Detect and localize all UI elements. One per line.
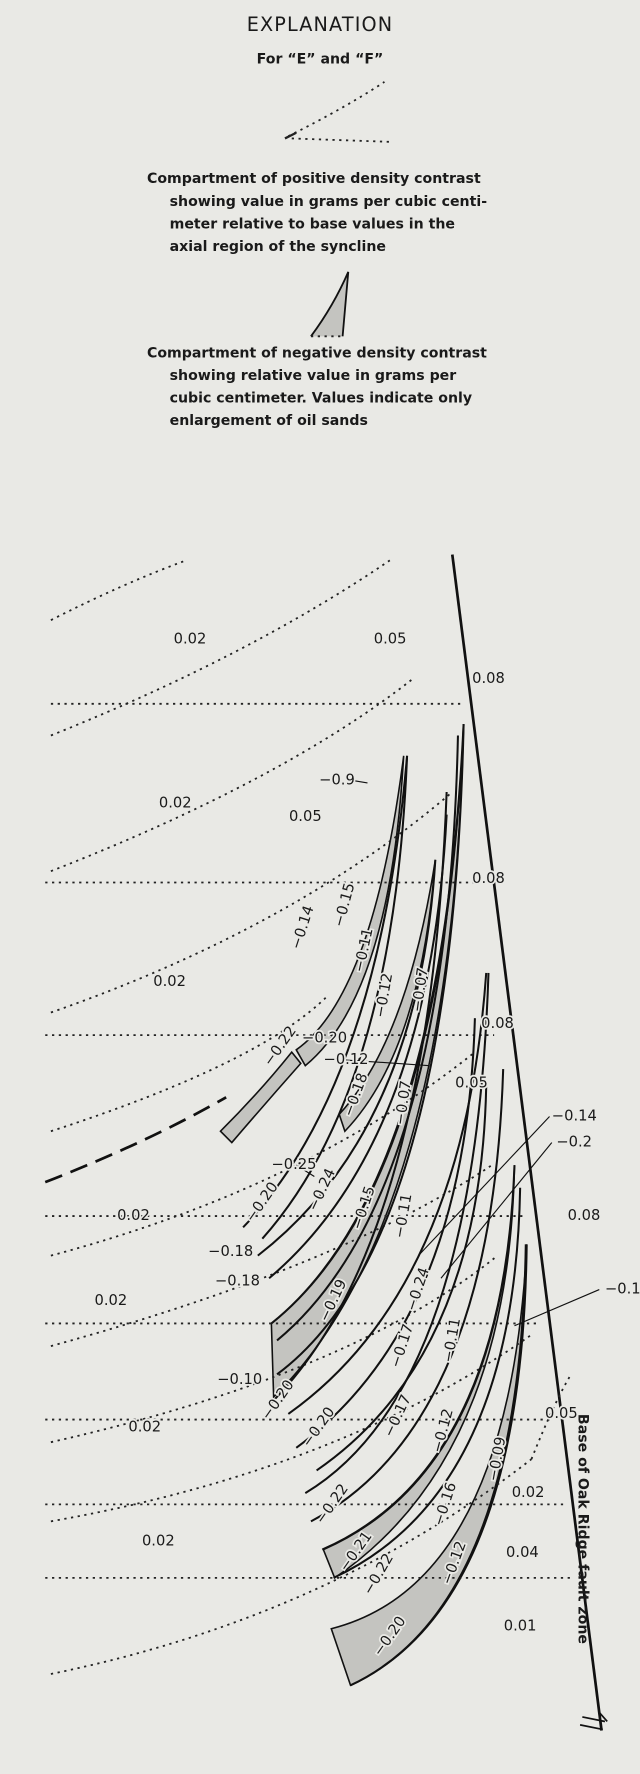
dotted-curve xyxy=(50,994,329,1133)
value-label: 0.02 xyxy=(512,1484,545,1501)
value-label: −0.14 xyxy=(552,1108,597,1125)
value-label: 0.08 xyxy=(472,670,505,687)
dotted-curve xyxy=(50,559,391,737)
boundary-curve xyxy=(257,859,437,1257)
value-label: 0.02 xyxy=(128,1418,161,1435)
legend-dotted-line xyxy=(291,137,391,143)
value-label: 0.08 xyxy=(472,870,505,887)
explanation-subtitle: For “E” and “F” xyxy=(257,51,384,67)
legend-text: meter relative to base values in the xyxy=(170,216,455,232)
value-label: 0.01 xyxy=(504,1618,537,1635)
boundary-curve xyxy=(304,972,490,1494)
boundary-curve xyxy=(268,814,448,1280)
boundary-curve xyxy=(276,724,465,1376)
legend-text: axial region of the syncline xyxy=(170,239,386,255)
legend-triangle xyxy=(310,271,350,337)
value-label: 0.08 xyxy=(568,1207,601,1224)
boundary-curve xyxy=(310,1069,505,1523)
fault-arrows xyxy=(579,1711,608,1731)
dotted-curve xyxy=(50,791,453,1014)
value-label: −0.2 xyxy=(556,1134,592,1151)
value-label: 0.02 xyxy=(117,1207,150,1224)
value-label: 0.02 xyxy=(94,1292,127,1309)
value-label: 0.02 xyxy=(142,1533,175,1550)
value-label: 0.05 xyxy=(374,630,407,647)
leader-line xyxy=(295,1164,315,1177)
value-label: 0.05 xyxy=(289,808,322,825)
value-label: 0.05 xyxy=(455,1075,488,1092)
fault-line xyxy=(450,554,603,1731)
value-label: 0.05 xyxy=(545,1405,578,1422)
boundary-curve xyxy=(261,755,409,1240)
leader-line xyxy=(345,1059,430,1067)
dashed-boundary xyxy=(44,1096,227,1184)
value-label: 0.02 xyxy=(174,630,207,647)
value-label: −0.18 xyxy=(215,1273,260,1290)
boundary-curve xyxy=(295,1018,476,1449)
value-label: −0.18 xyxy=(605,1281,640,1298)
boundary-curve xyxy=(270,724,465,1325)
boundary-curve xyxy=(242,755,409,1229)
compartment xyxy=(219,1050,302,1144)
boundary-curve xyxy=(316,1085,488,1472)
value-label: −0.9 xyxy=(319,772,355,789)
legend-text: cubic centimeter. Values indicate only xyxy=(170,391,472,407)
boundary-curve xyxy=(270,791,448,1404)
value-label: 0.04 xyxy=(506,1544,539,1561)
dotted-curve xyxy=(50,1458,533,1675)
legend-text: showing relative value in grams per xyxy=(170,368,457,384)
boundary-curve xyxy=(321,1165,516,1551)
value-label: 0.08 xyxy=(481,1015,514,1032)
leader-line xyxy=(440,1142,553,1279)
value-label: −0.18 xyxy=(208,1243,253,1260)
value-label: −0.12 xyxy=(323,1051,368,1068)
value-label: −0.25 xyxy=(271,1156,316,1173)
legend-text: showing value in grams per cubic centi- xyxy=(170,194,488,210)
legend-tick xyxy=(284,131,297,140)
legend-text: enlargement of oil sands xyxy=(170,413,368,429)
boundary-curve xyxy=(333,1187,522,1579)
dotted-curve xyxy=(50,1254,499,1444)
boundary-curve xyxy=(287,972,488,1415)
value-label: 0.02 xyxy=(153,973,186,990)
legend-text: Compartment of positive density contrast xyxy=(147,171,481,187)
fault-label: Base of Oak Ridge fault zone xyxy=(574,1414,590,1644)
value-label: −0.20 xyxy=(302,1030,347,1047)
compartment xyxy=(295,755,405,1067)
value-label: −0.10 xyxy=(217,1371,262,1388)
leader-line xyxy=(417,1116,550,1257)
legend-text: Compartment of negative density contrast xyxy=(147,345,487,361)
value-label: 0.02 xyxy=(159,794,192,811)
explanation-title: EXPLANATION xyxy=(247,13,394,36)
leader-line xyxy=(514,1289,600,1327)
boundary-curve xyxy=(350,1244,527,1687)
leader-line xyxy=(353,780,368,784)
